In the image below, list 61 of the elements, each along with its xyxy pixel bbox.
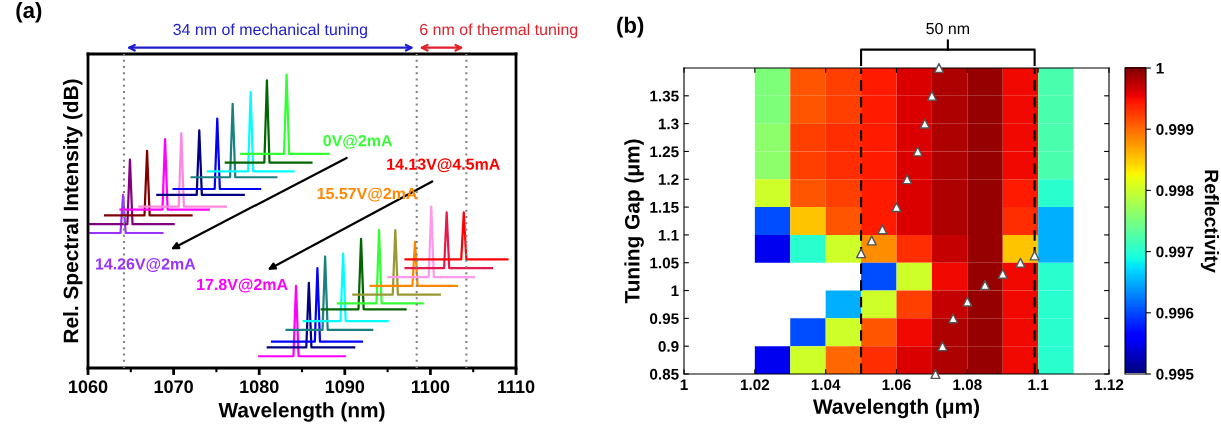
x-tick-label: 1 (680, 379, 688, 390)
x-tick-label: 1080 (240, 380, 279, 394)
series-label: 14.26V@2mA (95, 258, 196, 272)
chart-title: (a) (16, 1, 42, 23)
x-tick-label: 1090 (325, 380, 365, 394)
point (1015, 257, 1026, 268)
y-tick-label: 0.85 (650, 368, 679, 380)
x-tick-label: 1.1 (1028, 379, 1049, 390)
x-tick-label: 1.12 (1095, 379, 1124, 390)
series-label: 17.8V@2mA (197, 278, 288, 293)
point (930, 368, 941, 380)
point (948, 313, 959, 324)
y-tick-label: 1.2 (658, 174, 679, 185)
color-bar-label: 0.995 (1156, 368, 1194, 380)
color-bar-label: 0.999 (1156, 124, 1194, 135)
x-axis-title: Wavelength (μm) (812, 398, 979, 419)
point (962, 296, 973, 307)
point (912, 146, 923, 157)
x-tick-label: 1.02 (740, 379, 770, 391)
point (855, 248, 867, 259)
y-tick-label: 1.05 (650, 257, 679, 269)
x-tick-label: 1110 (498, 380, 535, 394)
point (979, 279, 991, 291)
y-tick-label: 1.25 (650, 146, 679, 158)
color-bar-label: 0.998 (1156, 185, 1194, 197)
point (877, 224, 888, 235)
x-tick-label: 1.06 (882, 379, 911, 391)
series-label: 0V@2mA (323, 134, 393, 149)
y-tick-label: 1.35 (650, 90, 679, 102)
point (926, 90, 938, 101)
point (1029, 250, 1040, 261)
x-tick-label: 1.04 (811, 379, 841, 391)
text: 14.13V@4.5mA (387, 158, 500, 173)
y-axis-title: Tuning Gap (μm) (624, 139, 644, 304)
point (866, 235, 877, 246)
y-axis-title: Rel. Spectral Intensity (dB) (63, 79, 83, 343)
point (891, 202, 902, 213)
color-bar-label: 0.996 (1156, 307, 1194, 319)
point (933, 62, 945, 74)
chart-title: (b) (617, 16, 644, 38)
x-tick-label: 1100 (411, 380, 450, 394)
y-tick-label: 1 (671, 285, 679, 297)
text: 34 nm of mechanical tuning (173, 23, 367, 39)
point (919, 118, 930, 129)
point (937, 341, 948, 352)
x-tick-label: 1060 (69, 380, 108, 394)
text: 6 nm of thermal tuning (420, 23, 578, 39)
y-tick-label: 1.15 (650, 202, 679, 213)
x-axis-title: Wavelength (nm) (218, 402, 385, 422)
color-bar-title: Reflectivity (1200, 170, 1219, 273)
y-tick-label: 0.95 (650, 313, 679, 325)
x-tick-label: 1.08 (953, 379, 982, 391)
x-tick-label: 1070 (154, 380, 193, 394)
point (997, 268, 1008, 279)
y-tick-label: 0.9 (658, 341, 679, 352)
color-bar-label: 0.997 (1156, 246, 1194, 258)
point (902, 174, 913, 185)
y-tick-label: 1.1 (658, 229, 679, 241)
text: 50 nm (926, 22, 969, 35)
color-bar-label: 1 (1156, 63, 1164, 74)
y-tick-label: 1.3 (658, 118, 679, 130)
